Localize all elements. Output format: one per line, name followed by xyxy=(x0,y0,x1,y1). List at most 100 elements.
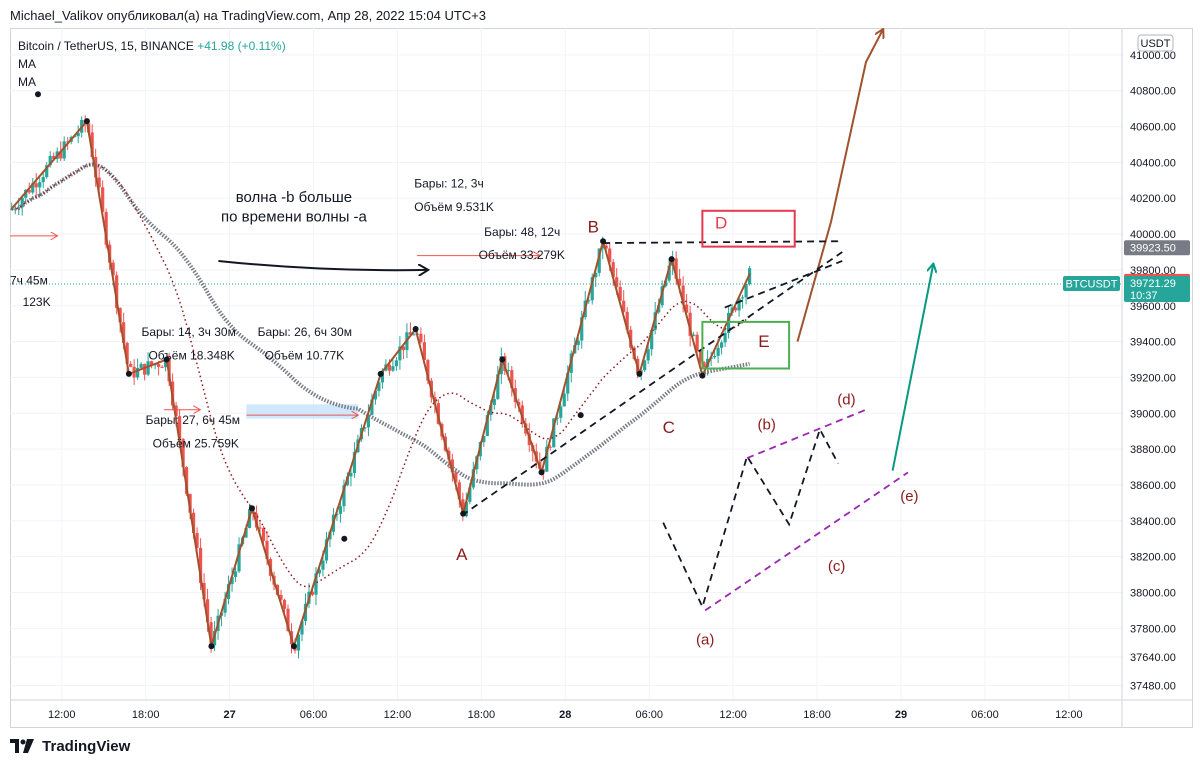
legend-ma-2[interactable]: MA xyxy=(18,75,36,89)
zone-box-e xyxy=(701,320,791,370)
wave-pivot xyxy=(499,356,506,363)
candle-body xyxy=(576,340,580,345)
x-tick-label: 12:00 xyxy=(384,709,412,721)
candle-body xyxy=(646,349,650,361)
candle-body xyxy=(122,322,126,343)
candle-body xyxy=(401,346,405,351)
candle-body xyxy=(464,501,468,517)
legend-ma-1[interactable]: MA xyxy=(18,57,36,71)
candle-body xyxy=(555,417,559,419)
annotation-label: C xyxy=(663,418,675,437)
chart-frame[interactable] xyxy=(10,28,1193,728)
publisher-text: Michael_Valikov опубликовал(а) на Tradin… xyxy=(10,8,487,23)
annotation-label: Объём 18.348K xyxy=(148,349,234,363)
candle-body xyxy=(296,634,301,651)
candle-body xyxy=(733,307,738,311)
candle-body xyxy=(181,438,185,468)
candle-body xyxy=(136,367,140,378)
annotation-label: Объём 33.279K xyxy=(479,248,565,262)
projection-arrow xyxy=(796,30,883,342)
candle-body xyxy=(545,446,549,472)
candle-body xyxy=(205,599,210,623)
annotation-label: D xyxy=(715,214,727,233)
legend-symbol-row: Bitcoin / TetherUS, 15, BINANCE +41.98 (… xyxy=(18,37,286,55)
candle-body xyxy=(143,363,147,375)
candle-body xyxy=(300,621,304,635)
ma-slow-line xyxy=(11,162,751,487)
candle-body xyxy=(419,333,423,343)
candle-body xyxy=(363,427,367,429)
teal-arrow xyxy=(891,265,934,471)
annotation-label: E xyxy=(758,332,769,351)
annotation-label: A xyxy=(456,545,468,564)
candle-body xyxy=(27,189,31,193)
wave-pivot xyxy=(341,535,348,542)
candle-body xyxy=(681,285,685,305)
candle-body xyxy=(366,414,371,428)
footer-brand-label: TradingView xyxy=(42,738,131,755)
candle-body xyxy=(90,132,94,158)
annotation-label: 123K xyxy=(23,295,51,309)
candle-body xyxy=(559,406,563,418)
wave-pivot xyxy=(290,643,297,650)
candle-body xyxy=(685,304,689,313)
candle-body xyxy=(482,435,486,443)
candle-body xyxy=(562,393,566,407)
candle-body xyxy=(625,311,629,330)
candle-body xyxy=(723,332,727,343)
candle-body xyxy=(230,576,234,584)
wave-pivot xyxy=(83,118,90,125)
candle-body xyxy=(597,248,601,273)
candle-body xyxy=(20,197,24,208)
y-tick-label: 37480.00 xyxy=(1130,681,1176,693)
candles xyxy=(10,115,752,659)
future-wave-zigzag xyxy=(662,427,839,610)
annotation-label: Бары: 26, 6ч 30м xyxy=(258,325,352,339)
wave-pivot xyxy=(208,643,215,650)
y-tick-label: 40200.00 xyxy=(1130,193,1176,205)
candle-body xyxy=(391,366,395,371)
annotation-label: (d) xyxy=(837,391,855,408)
price-badge-countdown: 10:37 xyxy=(1130,290,1158,302)
candle-body xyxy=(590,277,594,301)
annotation-label: Бары: 27, 6ч 45м xyxy=(146,413,240,427)
candle-body xyxy=(34,183,38,188)
footer-brand[interactable]: TradingView xyxy=(10,738,130,755)
candle-body xyxy=(594,272,598,278)
candle-body xyxy=(237,544,241,572)
annotation-label: 7ч 45м xyxy=(10,273,48,287)
candle-body xyxy=(66,141,70,143)
x-tick-label: 06:00 xyxy=(635,709,663,721)
candle-body xyxy=(674,258,678,279)
candle-body xyxy=(485,415,489,436)
candle-body xyxy=(195,532,199,548)
wave-pivot xyxy=(34,91,41,98)
candle-body xyxy=(184,467,189,494)
candle-body xyxy=(111,262,115,276)
candle-body xyxy=(740,297,745,299)
price-badge-bg xyxy=(1124,276,1190,303)
candle-body xyxy=(702,362,706,368)
candle-body xyxy=(667,265,671,281)
candle-body xyxy=(104,211,108,245)
candle-body xyxy=(426,360,430,381)
purple-trendline xyxy=(746,408,867,459)
x-tick-label: 12:00 xyxy=(719,709,747,721)
x-tick-label: 27 xyxy=(223,709,235,721)
x-tick-label: 18:00 xyxy=(803,709,831,721)
candle-body xyxy=(38,182,42,188)
annotation-label: Бары: 12, 3ч xyxy=(414,176,483,190)
candle-body xyxy=(408,332,412,335)
candle-body xyxy=(387,364,392,371)
candle-body xyxy=(618,286,622,301)
y-tick-label: 40600.00 xyxy=(1130,122,1176,134)
candle-body xyxy=(94,157,98,178)
triangle-trendline xyxy=(724,260,843,309)
wave-pivot xyxy=(699,372,706,379)
candle-body xyxy=(611,262,615,278)
candle-body xyxy=(380,370,385,383)
y-tick-label: 40400.00 xyxy=(1130,157,1176,169)
candle-body xyxy=(678,278,682,286)
